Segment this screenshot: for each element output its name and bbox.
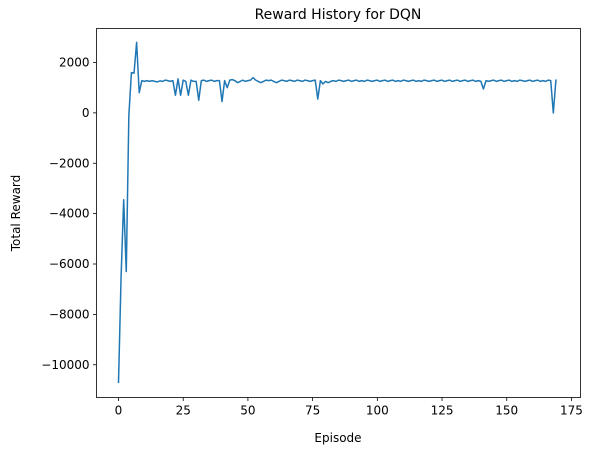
plot-area xyxy=(117,41,557,384)
axes-frame xyxy=(96,28,581,398)
x-tick-label: 100 xyxy=(366,404,389,418)
y-tick-label: 2000 xyxy=(59,56,90,70)
y-tick-label: −2000 xyxy=(49,156,90,170)
x-tick-label: 150 xyxy=(495,404,518,418)
y-tick-label: −8000 xyxy=(49,307,90,321)
y-axis: −10000 −8000 −6000 −4000 −2000 0 2000 xyxy=(41,56,97,372)
y-tick-label: −10000 xyxy=(41,358,89,372)
y-tick-label: 0 xyxy=(82,106,90,120)
x-axis: 0 25 50 75 100 125 150 175 xyxy=(115,397,583,418)
y-tick-label: −6000 xyxy=(49,257,90,271)
x-tick-label: 0 xyxy=(115,404,123,418)
y-axis-label: Total Reward xyxy=(9,175,23,253)
x-tick-label: 125 xyxy=(431,404,454,418)
y-tick-label: −4000 xyxy=(49,207,90,221)
x-tick-label: 50 xyxy=(240,404,255,418)
x-tick-label: 25 xyxy=(176,404,191,418)
series-line-reward xyxy=(117,41,557,384)
x-tick-label: 175 xyxy=(560,404,583,418)
x-axis-label: Episode xyxy=(314,431,361,445)
x-tick-label: 75 xyxy=(305,404,320,418)
chart-title: Reward History for DQN xyxy=(255,7,422,23)
